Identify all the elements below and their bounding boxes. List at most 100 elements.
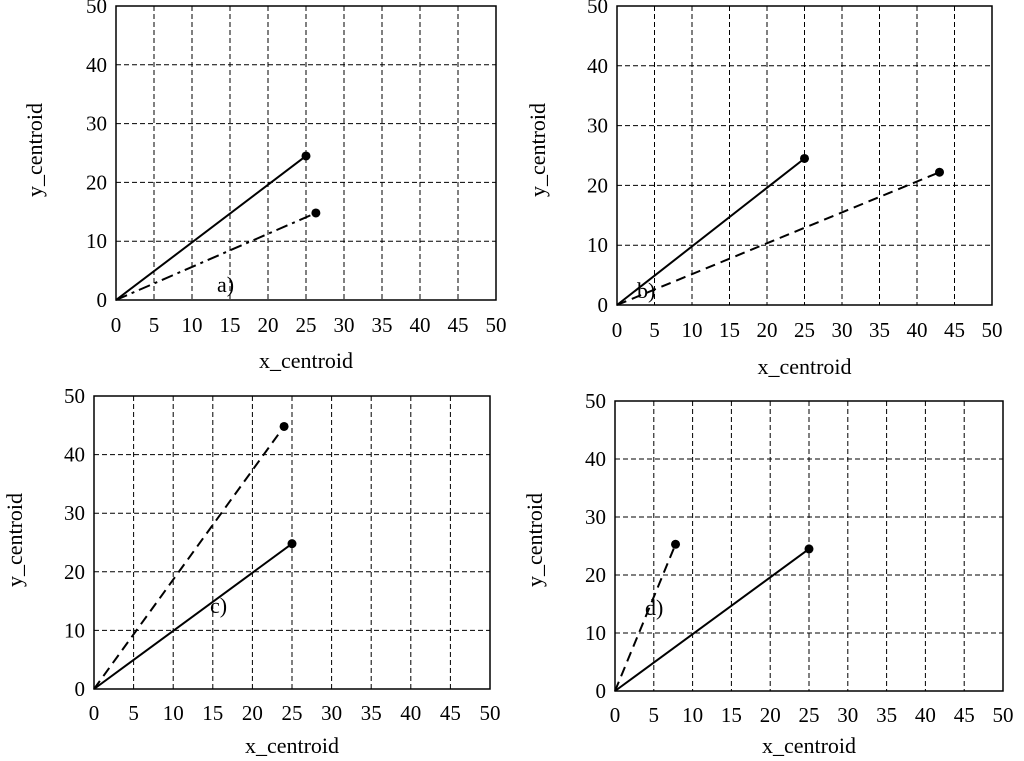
x-tick-label: 40 — [410, 313, 431, 337]
y-tick-label: 30 — [587, 114, 608, 138]
y-tick-label: 0 — [75, 677, 86, 701]
x-tick-label: 50 — [993, 703, 1014, 727]
x-tick-label: 25 — [296, 313, 317, 337]
x-tick-label: 15 — [202, 701, 223, 725]
series-line-dashed — [93, 425, 285, 690]
series-line-dashed — [616, 171, 940, 306]
y-tick-label: 10 — [587, 233, 608, 257]
x-tick-label: 0 — [612, 318, 623, 342]
y-tick-label: 0 — [596, 679, 607, 703]
x-tick-label: 50 — [982, 318, 1003, 342]
y-axis-label: y_centroid — [522, 493, 547, 587]
x-tick-label: 15 — [220, 313, 241, 337]
series-end-point — [804, 544, 814, 554]
y-tick-label: 0 — [598, 293, 609, 317]
series-end-point — [800, 153, 809, 163]
x-tick-label: 15 — [721, 703, 742, 727]
x-tick-label: 20 — [242, 701, 263, 725]
x-tick-label: 45 — [954, 703, 975, 727]
y-axis-label: y_centroid — [525, 103, 550, 197]
x-tick-label: 0 — [610, 703, 621, 727]
series-line-dashdot — [115, 212, 317, 301]
series-line-solid — [614, 548, 810, 692]
x-tick-label: 50 — [480, 701, 501, 725]
series-end-point — [671, 539, 681, 549]
x-axis-label: x_centroid — [762, 733, 856, 758]
x-tick-label: 10 — [682, 703, 703, 727]
series-line-solid — [93, 542, 293, 690]
x-tick-label: 10 — [682, 318, 703, 342]
series-end-point — [301, 151, 311, 161]
y-axis-label: y_centroid — [2, 493, 27, 587]
y-axis-label: y_centroid — [22, 103, 47, 197]
y-tick-label: 50 — [587, 0, 608, 18]
x-tick-label: 5 — [149, 313, 160, 337]
x-tick-label: 45 — [944, 318, 965, 342]
panel-label: a) — [217, 272, 234, 297]
x-tick-label: 5 — [649, 703, 660, 727]
x-tick-label: 20 — [258, 313, 279, 337]
y-tick-label: 30 — [585, 505, 606, 529]
x-tick-label: 25 — [799, 703, 820, 727]
x-tick-label: 10 — [163, 701, 184, 725]
y-tick-label: 40 — [64, 443, 85, 467]
plot-frame — [614, 400, 1004, 692]
series-end-point — [311, 208, 321, 218]
y-tick-label: 10 — [64, 618, 85, 642]
x-tick-label: 35 — [372, 313, 393, 337]
x-tick-label: 0 — [89, 701, 100, 725]
x-tick-label: 30 — [334, 313, 355, 337]
y-tick-label: 10 — [86, 229, 107, 253]
x-tick-label: 20 — [757, 318, 778, 342]
panel-label: b) — [637, 278, 655, 303]
panel-label: d) — [645, 595, 663, 620]
x-tick-label: 0 — [111, 313, 122, 337]
series-end-point — [935, 167, 944, 177]
series-line-dashed — [614, 543, 677, 692]
x-tick-label: 5 — [128, 701, 139, 725]
y-tick-label: 30 — [64, 501, 85, 525]
x-tick-label: 25 — [794, 318, 815, 342]
chart-panel-2: 0 5 10 15 20 25 30 35 40 45 50 0 10 20 30 40 50 b) x_centr… — [525, 0, 1003, 379]
plot-frame — [115, 5, 497, 301]
y-tick-label: 0 — [97, 288, 108, 312]
series-line-solid — [616, 157, 806, 306]
y-tick-label: 40 — [585, 447, 606, 471]
y-tick-label: 20 — [86, 170, 107, 194]
x-tick-label: 10 — [182, 313, 203, 337]
x-tick-label: 5 — [649, 318, 660, 342]
chart-panel-1: 0 5 10 15 20 25 30 35 40 45 50 0 10 20 30 40 50 a) x_centr… — [22, 0, 507, 373]
x-tick-label: 35 — [869, 318, 890, 342]
x-axis-label: x_centroid — [245, 733, 339, 758]
y-tick-label: 50 — [86, 0, 107, 18]
x-tick-label: 15 — [719, 318, 740, 342]
y-tick-label: 20 — [64, 560, 85, 584]
x-tick-label: 30 — [837, 703, 858, 727]
series-end-point — [287, 539, 297, 549]
plot-frame — [616, 5, 993, 306]
y-tick-label: 20 — [585, 563, 606, 587]
series-end-point — [279, 421, 289, 431]
x-tick-label: 40 — [907, 318, 928, 342]
y-tick-label: 50 — [585, 389, 606, 413]
y-tick-label: 30 — [86, 112, 107, 136]
y-tick-label: 40 — [587, 54, 608, 78]
x-tick-label: 40 — [915, 703, 936, 727]
x-tick-label: 30 — [321, 701, 342, 725]
x-tick-label: 35 — [876, 703, 897, 727]
chart-panel-4: 0 5 10 15 20 25 30 35 40 45 50 0 10 20 30 40 50 d) x_centr… — [522, 389, 1014, 758]
x-tick-label: 45 — [448, 313, 469, 337]
plot-frame — [93, 395, 491, 690]
x-tick-label: 40 — [400, 701, 421, 725]
x-tick-label: 35 — [361, 701, 382, 725]
x-axis-label: x_centroid — [259, 348, 353, 373]
series-line-solid — [115, 155, 307, 301]
panel-label: c) — [210, 593, 227, 618]
chart-panel-3: 0 5 10 15 20 25 30 35 40 45 50 0 10 20 30 40 50 c) x_centr… — [2, 384, 501, 758]
y-tick-label: 40 — [86, 53, 107, 77]
x-tick-label: 30 — [832, 318, 853, 342]
y-tick-label: 20 — [587, 173, 608, 197]
x-tick-label: 20 — [760, 703, 781, 727]
x-tick-label: 50 — [486, 313, 507, 337]
